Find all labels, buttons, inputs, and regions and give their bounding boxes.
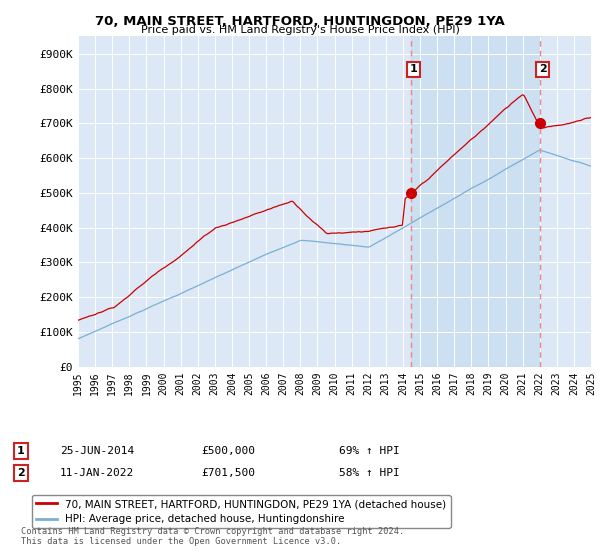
Text: 1: 1 (410, 64, 418, 74)
Text: 1: 1 (17, 446, 25, 456)
Text: 25-JUN-2014: 25-JUN-2014 (60, 446, 134, 456)
Text: 2: 2 (17, 468, 25, 478)
Text: 11-JAN-2022: 11-JAN-2022 (60, 468, 134, 478)
Text: 2: 2 (539, 64, 547, 74)
Text: £701,500: £701,500 (201, 468, 255, 478)
Text: Contains HM Land Registry data © Crown copyright and database right 2024.
This d: Contains HM Land Registry data © Crown c… (21, 526, 404, 546)
Text: 70, MAIN STREET, HARTFORD, HUNTINGDON, PE29 1YA: 70, MAIN STREET, HARTFORD, HUNTINGDON, P… (95, 15, 505, 27)
Text: Price paid vs. HM Land Registry's House Price Index (HPI): Price paid vs. HM Land Registry's House … (140, 25, 460, 35)
Bar (411, 36, 540, 367)
Legend: 70, MAIN STREET, HARTFORD, HUNTINGDON, PE29 1YA (detached house), HPI: Average p: 70, MAIN STREET, HARTFORD, HUNTINGDON, P… (32, 495, 451, 529)
Text: £500,000: £500,000 (201, 446, 255, 456)
Text: 58% ↑ HPI: 58% ↑ HPI (339, 468, 400, 478)
Text: 69% ↑ HPI: 69% ↑ HPI (339, 446, 400, 456)
